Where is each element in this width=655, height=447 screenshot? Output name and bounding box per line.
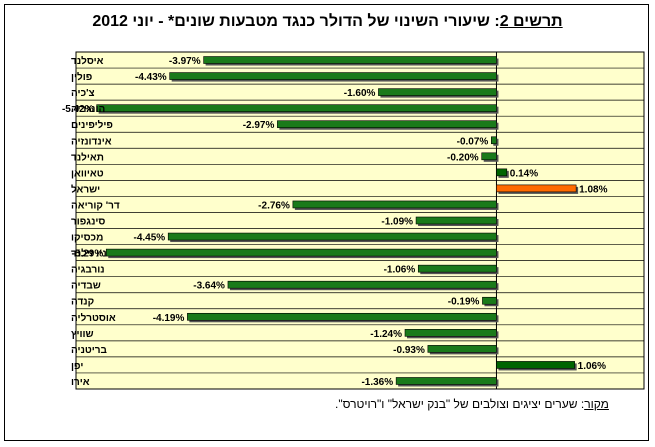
data-label: -1.06% <box>384 265 416 276</box>
bar <box>496 184 577 193</box>
data-label: -1.60% <box>344 88 376 99</box>
bar <box>482 296 497 305</box>
data-label: -0.19% <box>448 297 480 308</box>
category-label: הונגריה <box>71 104 105 115</box>
category-label: פולין <box>71 71 92 83</box>
category-label: ישראל <box>71 183 100 195</box>
data-label: -2.76% <box>258 200 290 211</box>
chart-title: תרשים 2: שיעורי השינוי של הדולר כנגד מטב… <box>5 13 650 31</box>
category-label: קנדה <box>71 297 94 308</box>
data-label: -2.97% <box>243 120 275 131</box>
data-label: -4.19% <box>153 313 185 324</box>
category-label: שבדיה <box>71 281 101 292</box>
data-label: -0.07% <box>457 136 489 147</box>
chart-title-lead: תרשים 2 <box>499 13 563 30</box>
category-label: נורבגיה <box>71 265 105 276</box>
source-note-lead: מקור <box>584 397 609 411</box>
data-label: -0.93% <box>393 345 425 356</box>
category-label: טאיוואן <box>71 168 104 179</box>
bar <box>415 216 497 225</box>
data-label: 0.14% <box>510 168 538 179</box>
bar <box>277 120 497 129</box>
bar <box>167 232 497 241</box>
data-label: -0.20% <box>447 152 479 163</box>
category-label: פיליפינים <box>71 119 113 131</box>
data-label: -5.42% <box>62 104 94 115</box>
data-label: -1.36% <box>361 377 393 388</box>
data-label: -1.09% <box>381 217 413 228</box>
bar <box>427 345 497 353</box>
data-label: -1.24% <box>370 329 402 340</box>
data-label: 1.08% <box>579 184 607 195</box>
category-label: מכסיקו <box>71 233 103 244</box>
bar <box>496 168 508 177</box>
bar <box>378 88 497 96</box>
source-note-rest: : שערים יציגים וצולבים של "בנק ישראל" ו"… <box>335 397 585 411</box>
data-label: -3.64% <box>193 281 225 292</box>
bar <box>203 56 497 64</box>
bar <box>491 136 497 145</box>
data-label: -4.45% <box>134 233 166 244</box>
category-label: אינדונזיה <box>71 136 112 147</box>
bar <box>169 72 497 80</box>
bar <box>417 264 497 273</box>
plot-area <box>75 51 645 390</box>
bar <box>292 200 497 209</box>
bar-chart: איסלנד -3.97% פולין -4.43% צ'כיה -1.60% הונגרי… <box>62 51 645 390</box>
category-label: ניו זילנד <box>71 248 107 260</box>
bar <box>105 248 497 257</box>
category-label: אירו <box>71 377 90 388</box>
category-label: יפן <box>71 361 83 372</box>
data-label: -3.97% <box>169 56 201 67</box>
data-label: -4.43% <box>135 72 167 83</box>
bar <box>96 104 497 112</box>
bar <box>404 329 497 337</box>
data-label: 1.06% <box>578 361 606 372</box>
category-label: תאילנד <box>71 151 104 163</box>
bar <box>481 152 497 161</box>
category-label: אוסטרליה <box>71 312 116 324</box>
bar <box>395 377 497 385</box>
category-label: סינגפור <box>71 217 105 228</box>
category-label: דר' קוריאה <box>71 200 120 211</box>
bar <box>227 280 497 289</box>
chart-title-rest: : שיעורי השינוי של הדולר כנגד מטבעות שונ… <box>92 13 500 30</box>
category-label: צ'כיה <box>71 88 95 99</box>
bar <box>496 361 575 369</box>
data-label: -5.29% <box>72 249 104 260</box>
category-label: בריטניה <box>71 345 108 356</box>
category-label: שוויץ <box>71 329 94 340</box>
chart-frame: תרשים 2: שיעורי השינוי של הדולר כנגד מטב… <box>4 4 649 441</box>
category-label: איסלנד <box>71 55 104 67</box>
bar <box>187 312 497 321</box>
source-note: מקור: שערים יציגים וצולבים של "בנק ישראל… <box>335 397 609 411</box>
